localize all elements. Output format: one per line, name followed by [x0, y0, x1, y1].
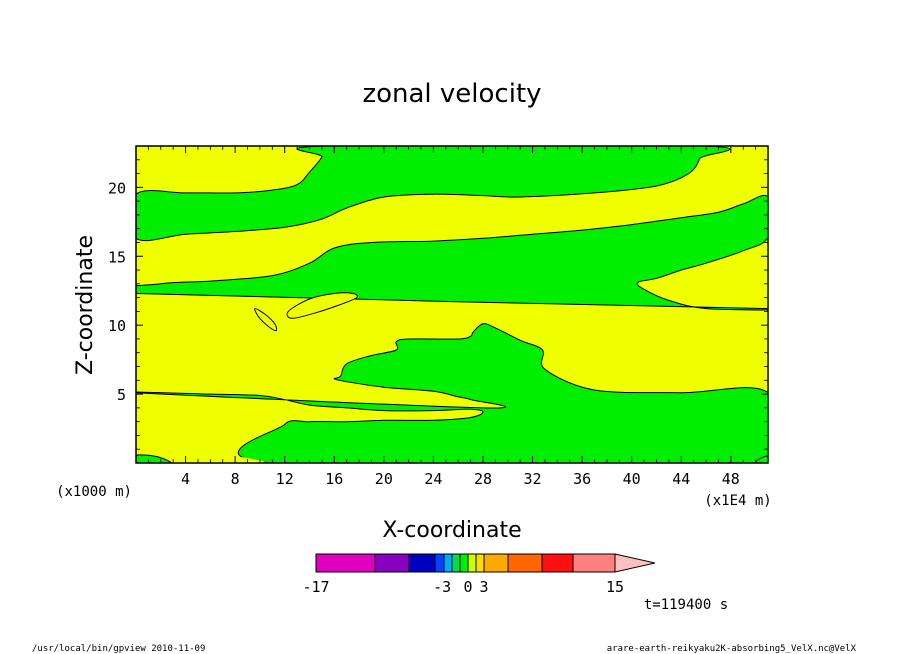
colorbar-extension: [614, 553, 656, 573]
y-unit-label: (x1000 m): [56, 484, 132, 500]
x-tick-label: 24: [424, 470, 442, 488]
colorbar-segment: [443, 553, 453, 573]
x-tick-label: 4: [181, 470, 190, 488]
colorbar-tick-label: 3: [479, 578, 488, 596]
colorbar-segment: [374, 553, 410, 573]
colorbar-tick-label: 0: [463, 578, 472, 596]
footer-left: /usr/local/bin/gpview 2010-11-09: [32, 644, 205, 654]
colorbar-segment: [459, 553, 469, 573]
colorbar-segment: [483, 553, 509, 573]
time-label: t=119400 s: [644, 597, 728, 613]
contour-region-green-band-mid: [136, 194, 768, 311]
colorbar-tick-label: 15: [606, 578, 624, 596]
colorbar-segment: [408, 553, 436, 573]
x-tick-label: 40: [623, 470, 641, 488]
x-tick-label: 36: [573, 470, 591, 488]
colorbar-tick-label: -17: [302, 578, 329, 596]
x-tick-label: 44: [672, 470, 690, 488]
contour-yellow-island-b: [254, 308, 278, 332]
colorbar-tick-label: -3: [433, 578, 451, 596]
x-tick-label: 28: [474, 470, 492, 488]
x-tick-label: 12: [276, 470, 294, 488]
x-axis-title: X-coordinate: [382, 518, 521, 543]
contour-region-green-band-top: [136, 146, 731, 242]
colorbar-segment: [451, 553, 461, 573]
contour-corner-patch-left: [136, 454, 172, 463]
x-tick-label: 32: [524, 470, 542, 488]
chart-title: zonal velocity: [362, 79, 541, 109]
colorbar-segment: [434, 553, 445, 573]
y-tick-label: 5: [117, 386, 126, 404]
colorbar: -17 -3 0 3 15: [302, 553, 656, 596]
x-unit-label: (x1E4 m): [704, 493, 771, 509]
contour-region-green: [136, 323, 768, 463]
colorbar-segment: [315, 553, 376, 573]
y-tick-label: 15: [108, 248, 126, 266]
colorbar-segment: [507, 553, 543, 573]
contour-corner-patch-right: [754, 455, 768, 463]
colorbar-segment: [572, 553, 616, 573]
y-tick-label: 20: [108, 179, 126, 197]
plot-frame: [135, 145, 769, 464]
x-tick-label: 16: [325, 470, 343, 488]
colorbar-segment: [475, 553, 485, 573]
colorbar-segment: [467, 553, 477, 573]
footer-right: arare-earth-reikyaku2K-absorbing5_VelX.n…: [607, 644, 857, 654]
x-tick-label: 8: [231, 470, 240, 488]
y-axis-title: Z-coordinate: [73, 235, 98, 375]
contour-yellow-island-a: [286, 292, 358, 319]
contour-region-yellow-corner: [136, 454, 265, 463]
x-tick-label: 20: [375, 470, 393, 488]
x-tick-label: 48: [722, 470, 740, 488]
colorbar-segment: [541, 553, 574, 573]
y-tick-label: 10: [108, 317, 126, 335]
